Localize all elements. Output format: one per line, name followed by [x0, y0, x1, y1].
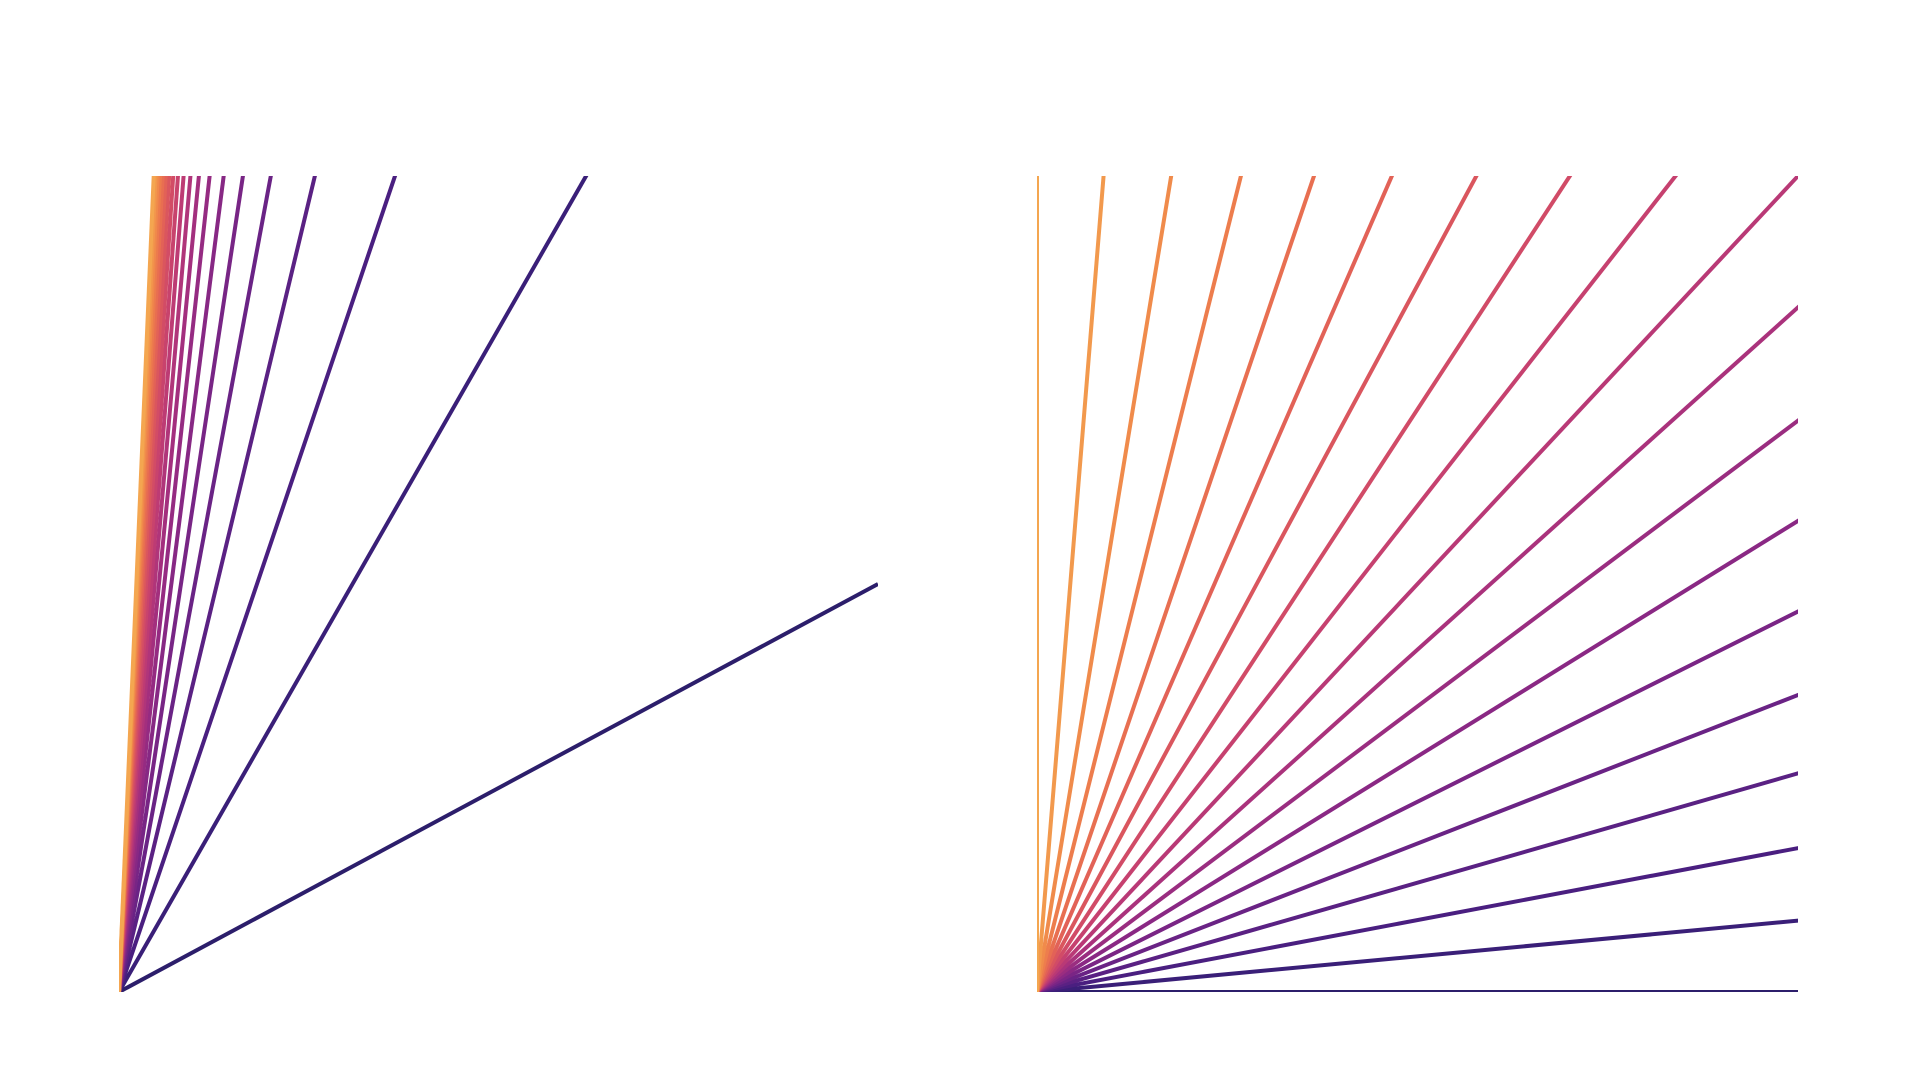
- line: [119, 176, 163, 992]
- line: [119, 176, 160, 992]
- line: [119, 176, 172, 992]
- line: [119, 582, 878, 992]
- right-panel: [1037, 176, 1798, 992]
- line: [119, 176, 201, 992]
- ray: [1037, 176, 1798, 992]
- ray: [1037, 176, 1317, 992]
- ray: [1037, 771, 1798, 992]
- line: [119, 176, 180, 992]
- ray: [1037, 846, 1798, 992]
- line: [119, 176, 273, 992]
- line: [119, 176, 317, 992]
- ray: [1037, 918, 1798, 992]
- left-panel: [119, 176, 878, 992]
- line: [119, 176, 589, 992]
- line: [119, 176, 212, 992]
- ray: [1037, 176, 1174, 992]
- line: [119, 176, 245, 992]
- ray: [1037, 609, 1798, 992]
- ray: [1037, 176, 1243, 992]
- line: [119, 176, 156, 992]
- ray: [1037, 176, 1573, 992]
- ray: [1037, 176, 1479, 992]
- line: [119, 176, 158, 992]
- ray: [1037, 518, 1798, 992]
- line: [119, 176, 165, 992]
- ray: [1037, 418, 1798, 992]
- line: [119, 176, 186, 992]
- ray: [1037, 692, 1798, 992]
- ray: [1037, 176, 1679, 992]
- line: [119, 176, 193, 992]
- line: [119, 176, 176, 992]
- line: [119, 176, 226, 992]
- line: [119, 176, 398, 992]
- ray: [1037, 304, 1798, 992]
- line: [119, 176, 168, 992]
- ray: [1037, 176, 1395, 992]
